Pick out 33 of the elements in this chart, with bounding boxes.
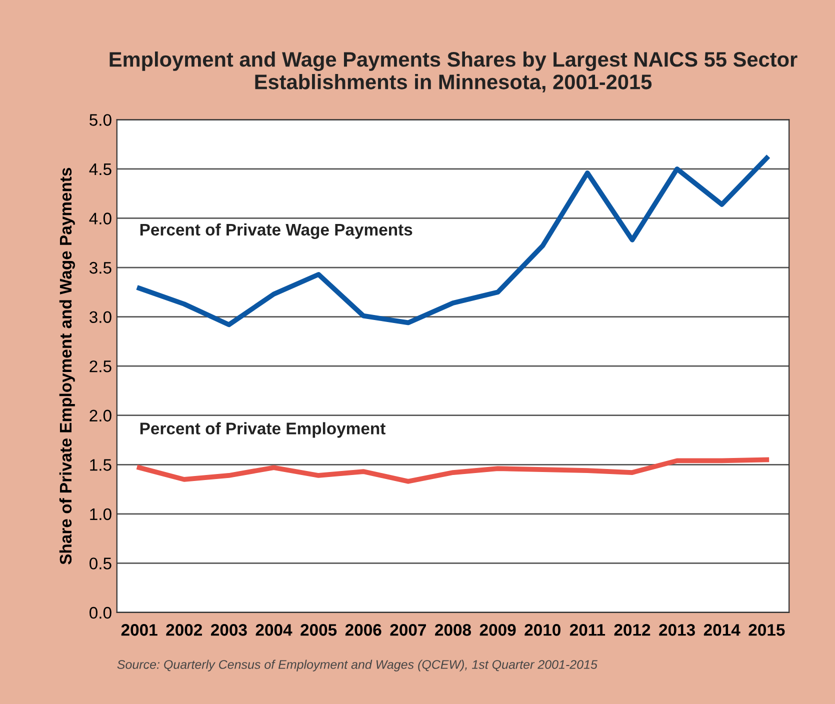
chart-title: Employment and Wage Payments Shares by Largest NAICS 55 Sector Establishments in Minnesota, 2001-2015 [110, 51, 798, 92]
y-tick-label: 4.0 [89, 212, 112, 224]
x-tick-label: 2007 [390, 624, 426, 636]
x-tick-label: 2001 [121, 624, 158, 636]
x-tick-label: 2006 [345, 624, 382, 636]
x-tick-label: 2012 [614, 624, 650, 636]
x-tick-label: 2009 [480, 624, 516, 636]
y-tick-label: 3.0 [90, 311, 112, 324]
line-series [136, 457, 770, 484]
y-tick-label: 5.0 [90, 114, 112, 126]
y-tick-label: 0.5 [90, 558, 112, 570]
y-tick-label: 2.0 [90, 410, 112, 422]
x-tick-label: 2002 [166, 624, 202, 636]
x-tick-label: 2005 [300, 624, 337, 636]
x-tick-label: 2015 [748, 624, 785, 636]
x-tick-label: 2010 [524, 624, 560, 636]
x-tick-label: 2004 [256, 624, 292, 636]
y-tick-label: 4.5 [89, 164, 112, 176]
source-note: Source: Quarterly Census of Employment and Wages (QCEW), 1st Quarter 2001-2015 [117, 660, 598, 672]
x-tick-label: 2013 [659, 624, 695, 636]
y-tick-label: 1.0 [90, 508, 112, 520]
x-tick-label: 2008 [435, 624, 472, 636]
x-tick-label: 2003 [210, 624, 247, 636]
y-tick-label: 1.5 [90, 459, 112, 471]
y-tick-label: 0.0 [90, 606, 112, 619]
y-tick-label: 3.5 [90, 262, 112, 274]
x-tick-label: 2014 [704, 624, 740, 636]
x-tick-label: 2011 [570, 624, 606, 636]
text: Percent of Private Wage Payments [140, 223, 412, 239]
series-label: Percent of Private Employment [140, 422, 386, 438]
line-series [136, 156, 770, 328]
y-tick-label: 2.5 [90, 360, 112, 372]
y-axis-title: Share of Private Employment and Wage Payments [59, 168, 75, 564]
